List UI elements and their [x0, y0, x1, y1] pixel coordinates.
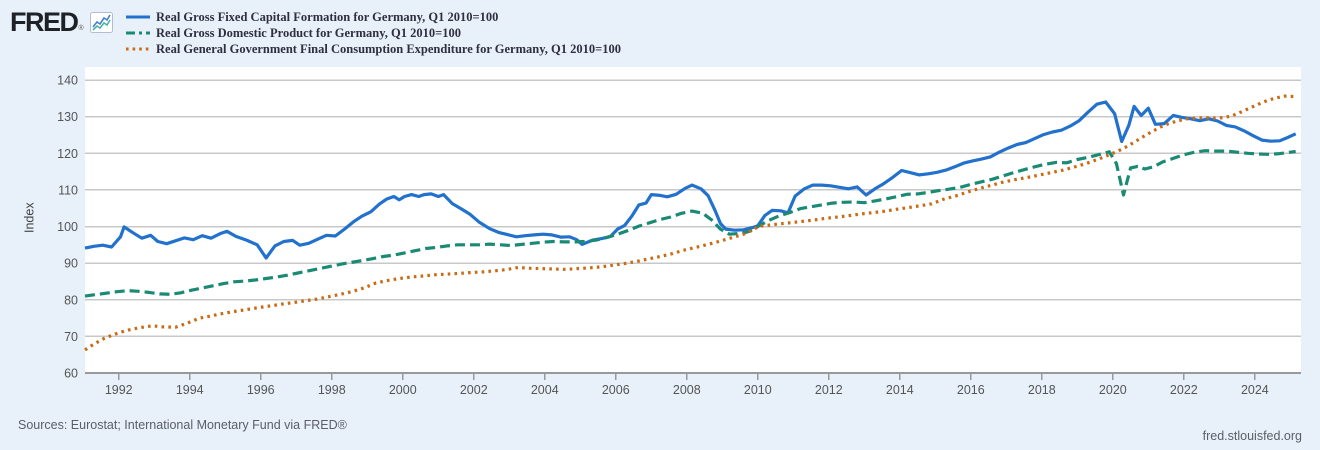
x-tick-label: 1996 [247, 383, 275, 397]
x-tick-label: 1998 [318, 383, 346, 397]
plot-area [85, 67, 1301, 373]
y-tick-label: 60 [64, 367, 78, 381]
legend-swatch-dotted-line [126, 47, 150, 51]
x-tick-label: 2004 [531, 383, 559, 397]
sources-note: Sources: Eurostat; International Monetar… [18, 418, 347, 432]
y-tick-label: 130 [57, 110, 78, 124]
y-tick-label: 120 [57, 147, 78, 161]
x-tick-label: 2010 [744, 383, 772, 397]
x-tick-label: 1992 [105, 383, 133, 397]
fred-logo-text: FRED [10, 7, 79, 37]
y-tick-label: 80 [64, 293, 78, 307]
series-line-2 [84, 94, 1294, 352]
legend-label-gfcf[interactable]: Real Gross Fixed Capital Formation for G… [156, 10, 499, 24]
series-line-1 [84, 149, 1296, 298]
y-tick-label: 70 [64, 330, 78, 344]
fred-logo-chart-icon [89, 12, 113, 38]
fred-site-link[interactable]: fred.stlouisfed.org [1202, 429, 1302, 443]
series-line-0 [84, 100, 1297, 260]
x-tick-label: 1994 [176, 383, 204, 397]
x-tick-label: 2002 [460, 383, 488, 397]
registered-trademark: ® [78, 25, 84, 32]
legend-swatch-dashed-line [126, 31, 150, 35]
x-tick-label: 2016 [957, 383, 985, 397]
legend-swatch-solid-line [126, 15, 150, 19]
x-tick-label: 2000 [389, 383, 417, 397]
x-tick-label: 2024 [1241, 383, 1269, 397]
x-tick-label: 2006 [602, 383, 630, 397]
x-tick-label: 2014 [886, 383, 914, 397]
y-tick-label: 90 [64, 257, 78, 271]
x-tick-label: 2008 [673, 383, 701, 397]
x-tick-label: 2018 [1028, 383, 1056, 397]
fred-logo[interactable]: FRED ® [10, 7, 113, 38]
x-tick-label: 2020 [1099, 383, 1127, 397]
x-tick-label: 2012 [815, 383, 843, 397]
chart-legend: Real Gross Fixed Capital Formation for G… [125, 9, 621, 57]
legend-row-gov-consumption: Real General Government Final Consumptio… [125, 41, 621, 57]
legend-row-gdp: Real Gross Domestic Product for Germany,… [125, 25, 621, 41]
y-tick-label: 110 [58, 183, 78, 197]
legend-label-gdp[interactable]: Real Gross Domestic Product for Germany,… [156, 26, 462, 40]
legend-row-gfcf: Real Gross Fixed Capital Formation for G… [125, 9, 621, 25]
x-tick-label: 2022 [1170, 383, 1198, 397]
y-tick-label: 100 [57, 220, 78, 234]
y-tick-label: 140 [57, 74, 78, 88]
legend-label-gov-consumption[interactable]: Real General Government Final Consumptio… [156, 42, 621, 56]
